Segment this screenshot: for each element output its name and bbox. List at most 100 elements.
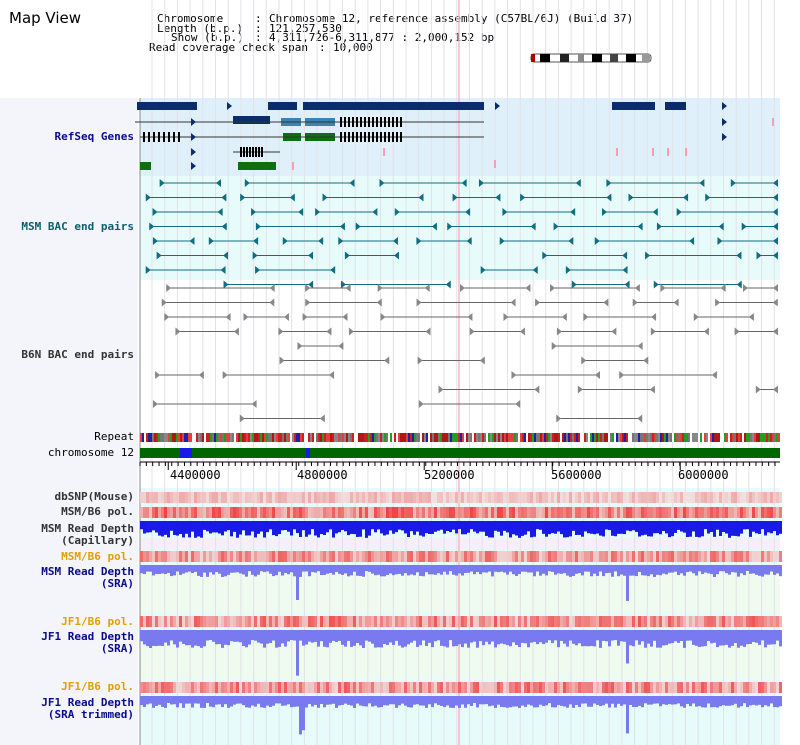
jf1-pol-band (413, 682, 416, 693)
msm-pol-band (149, 507, 152, 518)
msm-pol-band (692, 551, 695, 562)
jf1-pol-band (608, 682, 611, 693)
msm-capillary-depth (299, 521, 302, 537)
repeat-element (278, 433, 280, 442)
dbsnp-band (416, 492, 419, 503)
msm-pol-band (536, 507, 539, 518)
track-label-jf1-pol[interactable]: JF1/B6 pol. (61, 615, 134, 628)
msm-bac-end (689, 237, 695, 245)
msm-sra-depth (380, 565, 383, 577)
repeat-element (144, 433, 146, 442)
jf1-pol-band (380, 682, 383, 693)
repeat-element (422, 433, 424, 442)
track-label-msm-depth-cap[interactable]: MSM Read Depth (41, 522, 134, 535)
track-label-chromosome[interactable]: chromosome 12 (47, 446, 134, 459)
jf1-pol-band (509, 616, 512, 627)
jf1-sra-depth (674, 630, 677, 642)
jf1-sra-depth (650, 630, 653, 647)
dbsnp-band (611, 492, 614, 503)
jf1-sra-depth (581, 630, 584, 647)
track-label-jf1-pol-2[interactable]: JF1/B6 pol. (61, 680, 134, 693)
jf1-pol-band (554, 616, 557, 627)
msm-bac-end (502, 208, 508, 216)
jf1-trim-depth (254, 696, 257, 707)
track-label-refseq[interactable]: RefSeq Genes (54, 130, 134, 143)
track-label-msm-pol[interactable]: MSM/B6 pol. (61, 505, 134, 518)
repeat-element (676, 433, 678, 442)
msm-bac-end (652, 208, 658, 216)
msm-pol-band (518, 507, 521, 518)
chromosome-ideogram[interactable] (530, 53, 652, 63)
b6n-bac-end (619, 371, 625, 379)
dbsnp-band (560, 492, 563, 503)
jf1-trim-depth (386, 696, 389, 706)
gene-marker (383, 148, 385, 156)
msm-pol-band (698, 507, 701, 518)
repeat-element (374, 433, 376, 442)
jf1-trim-depth (290, 696, 293, 708)
msm-bac-end (741, 222, 747, 231)
jf1-pol-band (677, 682, 680, 693)
msm-capillary-depth (170, 521, 173, 531)
repeat-element (188, 433, 190, 442)
jf1-trim-depth (239, 696, 242, 704)
msm-pol-band (440, 551, 443, 562)
msm-pol-band (461, 551, 464, 562)
msm-pol-band (308, 551, 311, 562)
msm-pol-band (377, 507, 380, 518)
msm-sra-depth (764, 565, 767, 575)
repeat-element (196, 433, 198, 442)
track-label-msm-bac[interactable]: MSM BAC end pairs (21, 220, 134, 233)
track-label-jf1-depth-sra-sub: (SRA) (100, 642, 134, 655)
jf1-pol-band (770, 616, 773, 627)
repeat-element (644, 433, 646, 442)
jf1-pol-band (473, 682, 476, 693)
msm-pol-band (386, 551, 389, 562)
msm-sra-depth (641, 565, 644, 576)
jf1-trim-depth (188, 696, 191, 704)
repeat-element (246, 433, 248, 442)
msm-capillary-depth (161, 521, 164, 537)
jf1-sra-depth (482, 630, 485, 646)
jf1-pol-band (701, 682, 704, 693)
b6n-bac-end (773, 327, 778, 336)
msm-capillary-depth (173, 521, 176, 535)
track-label-jf1-depth-trim[interactable]: JF1 Read Depth (41, 696, 134, 709)
track-label-b6n-bac[interactable]: B6N BAC end pairs (21, 348, 134, 361)
track-label-jf1-depth-sra[interactable]: JF1 Read Depth (41, 630, 134, 643)
msm-bac-end (322, 193, 328, 202)
jf1-trim-depth (563, 696, 566, 707)
msm-sra-depth (320, 565, 323, 576)
track-label-repeat[interactable]: Repeat (94, 430, 134, 443)
repeat-element (674, 433, 676, 442)
msm-capillary-depth (491, 521, 494, 538)
jf1-trim-depth (308, 696, 311, 705)
repeat-element (448, 433, 450, 442)
jf1-sra-depth (557, 630, 560, 648)
jf1-pol-band (341, 682, 344, 693)
repeat-element (734, 433, 736, 442)
jf1-trim-depth (359, 696, 362, 706)
b6n-bac-end (326, 327, 332, 336)
repeat-element (592, 433, 594, 442)
jf1-sra-depth (281, 630, 284, 644)
jf1-pol-band (308, 682, 311, 693)
msm-pol-band (506, 507, 509, 518)
msm-pol-band (389, 507, 392, 518)
msm-pol-band (311, 507, 314, 518)
dbsnp-band (428, 492, 431, 503)
jf1-sra-depth (416, 630, 419, 647)
dbsnp-band (602, 492, 605, 503)
msm-sra-depth (242, 565, 245, 575)
msm-bac-end (252, 251, 258, 260)
msm-sra-depth (542, 565, 545, 574)
track-label-dbsnp[interactable]: dbSNP(Mouse) (54, 490, 134, 503)
repeat-element (404, 433, 406, 442)
track-label-msm-pol-2[interactable]: MSM/B6 pol. (61, 550, 134, 563)
jf1-trim-depth (380, 696, 383, 708)
repeat-element (584, 433, 586, 442)
repeat-element (276, 433, 278, 442)
track-label-msm-depth-sra[interactable]: MSM Read Depth (41, 565, 134, 578)
